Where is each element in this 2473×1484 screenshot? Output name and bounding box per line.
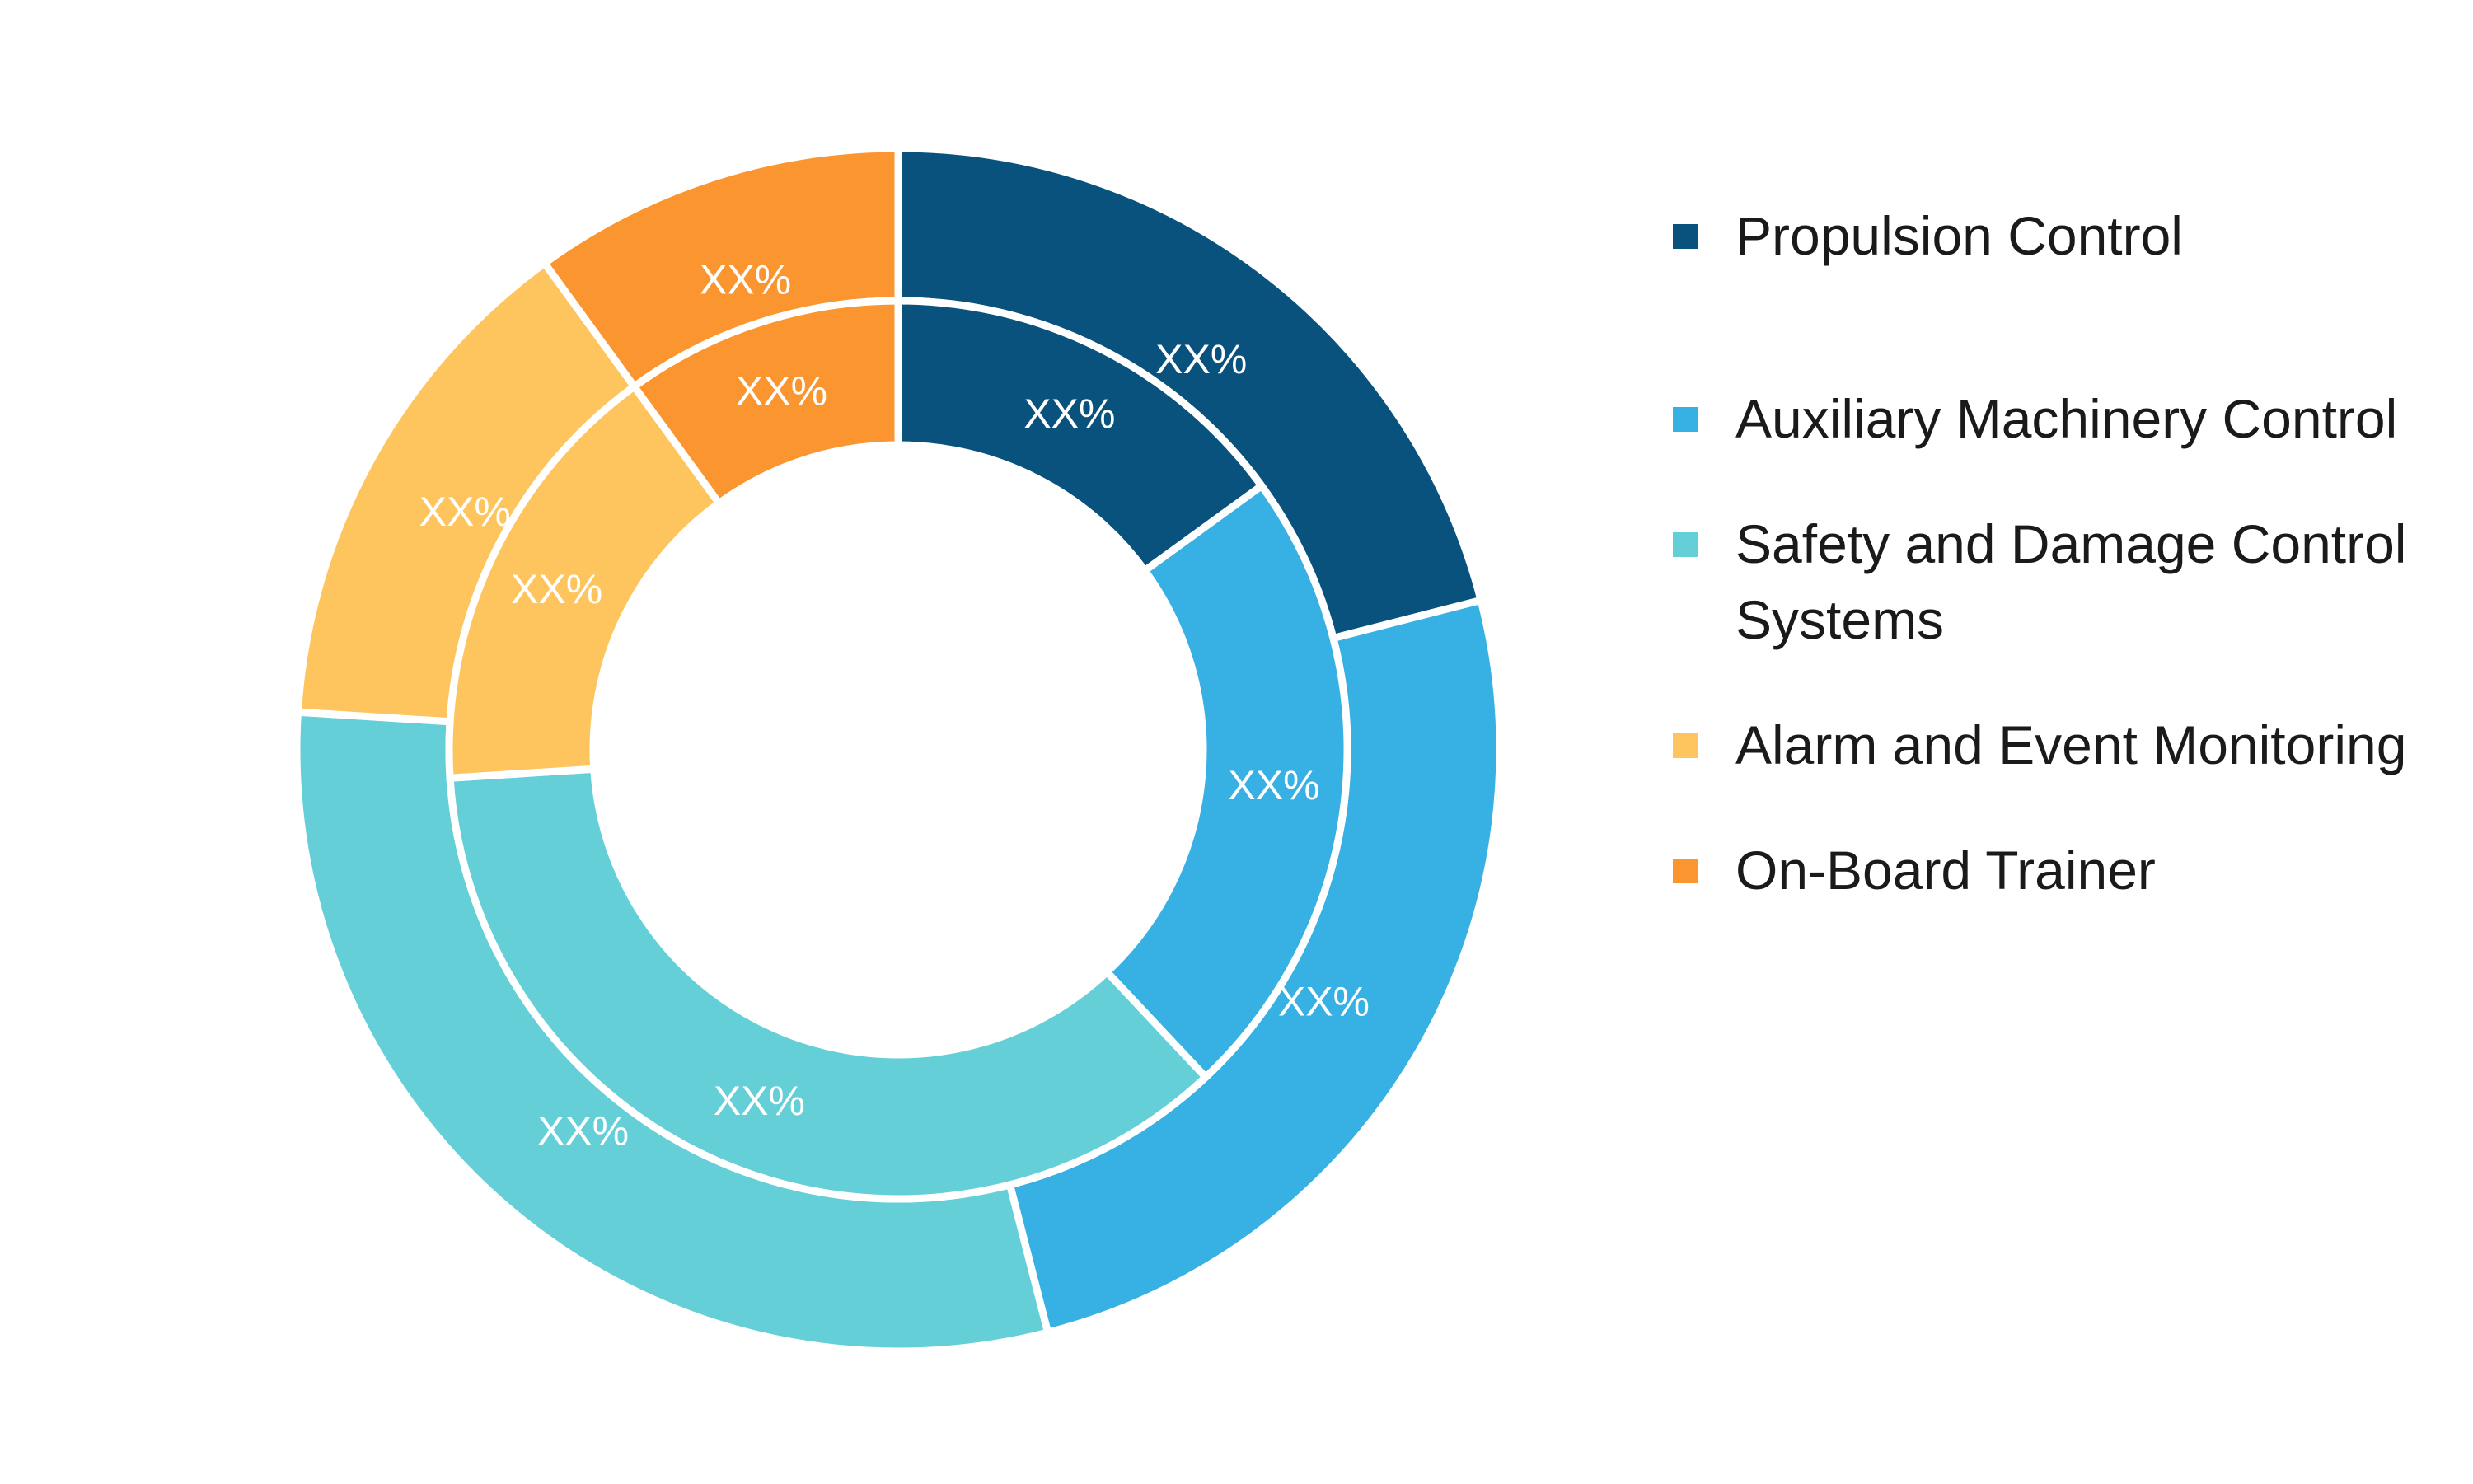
inner-slice-alarm-and-event-monitoring <box>445 381 724 782</box>
legend-label: Safety and Damage Control Systems <box>1735 513 2407 650</box>
inner-slice-propulsion-control <box>894 297 1267 576</box>
legend-label: Propulsion Control <box>1735 205 2183 266</box>
outer-slice-label-on-board-trainer: XX% <box>700 256 791 302</box>
legend-label: Auxiliary Machinery Control <box>1735 388 2398 449</box>
legend-item-on-board-trainer: On-Board Trainer <box>1673 832 2447 908</box>
legend-label: On-Board Trainer <box>1735 840 2156 901</box>
inner-slice-safety-and-damage-control-systems <box>446 765 1211 1203</box>
inner-ring <box>445 297 1351 1203</box>
legend-swatch <box>1673 532 1698 557</box>
legend-item-safety-and-damage-control-systems: Safety and Damage Control Systems <box>1673 506 2447 658</box>
inner-slice-auxiliary-machinery-control <box>1101 480 1351 1083</box>
inner-slice-label-safety-and-damage-control-systems: XX% <box>714 1078 805 1124</box>
slice-labels: XX%XX%XX%XX%XX%XX%XX%XX%XX%XX% <box>419 256 1370 1154</box>
outer-slice-label-alarm-and-event-monitoring: XX% <box>419 489 511 535</box>
inner-slice-label-propulsion-control: XX% <box>1023 391 1115 437</box>
legend-label: Alarm and Event Monitoring <box>1735 714 2407 775</box>
outer-ring <box>293 144 1504 1355</box>
legend: Propulsion Control Auxiliary Machinery C… <box>1673 198 2447 957</box>
legend-swatch <box>1673 733 1698 758</box>
legend-swatch <box>1673 224 1698 249</box>
inner-slice-label-on-board-trainer: XX% <box>736 367 827 414</box>
inner-slice-label-alarm-and-event-monitoring: XX% <box>511 566 602 612</box>
legend-item-auxiliary-machinery-control: Auxiliary Machinery Control <box>1673 381 2447 456</box>
legend-swatch <box>1673 407 1698 432</box>
legend-swatch <box>1673 859 1698 883</box>
inner-slice-label-auxiliary-machinery-control: XX% <box>1228 762 1319 808</box>
legend-item-alarm-and-event-monitoring: Alarm and Event Monitoring <box>1673 707 2447 783</box>
legend-item-propulsion-control: Propulsion Control <box>1673 198 2447 274</box>
outer-slice-label-auxiliary-machinery-control: XX% <box>1278 978 1370 1024</box>
outer-slice-label-propulsion-control: XX% <box>1155 336 1247 382</box>
inner-slice-on-board-trainer <box>629 297 902 508</box>
outer-slice-label-safety-and-damage-control-systems: XX% <box>537 1107 629 1154</box>
